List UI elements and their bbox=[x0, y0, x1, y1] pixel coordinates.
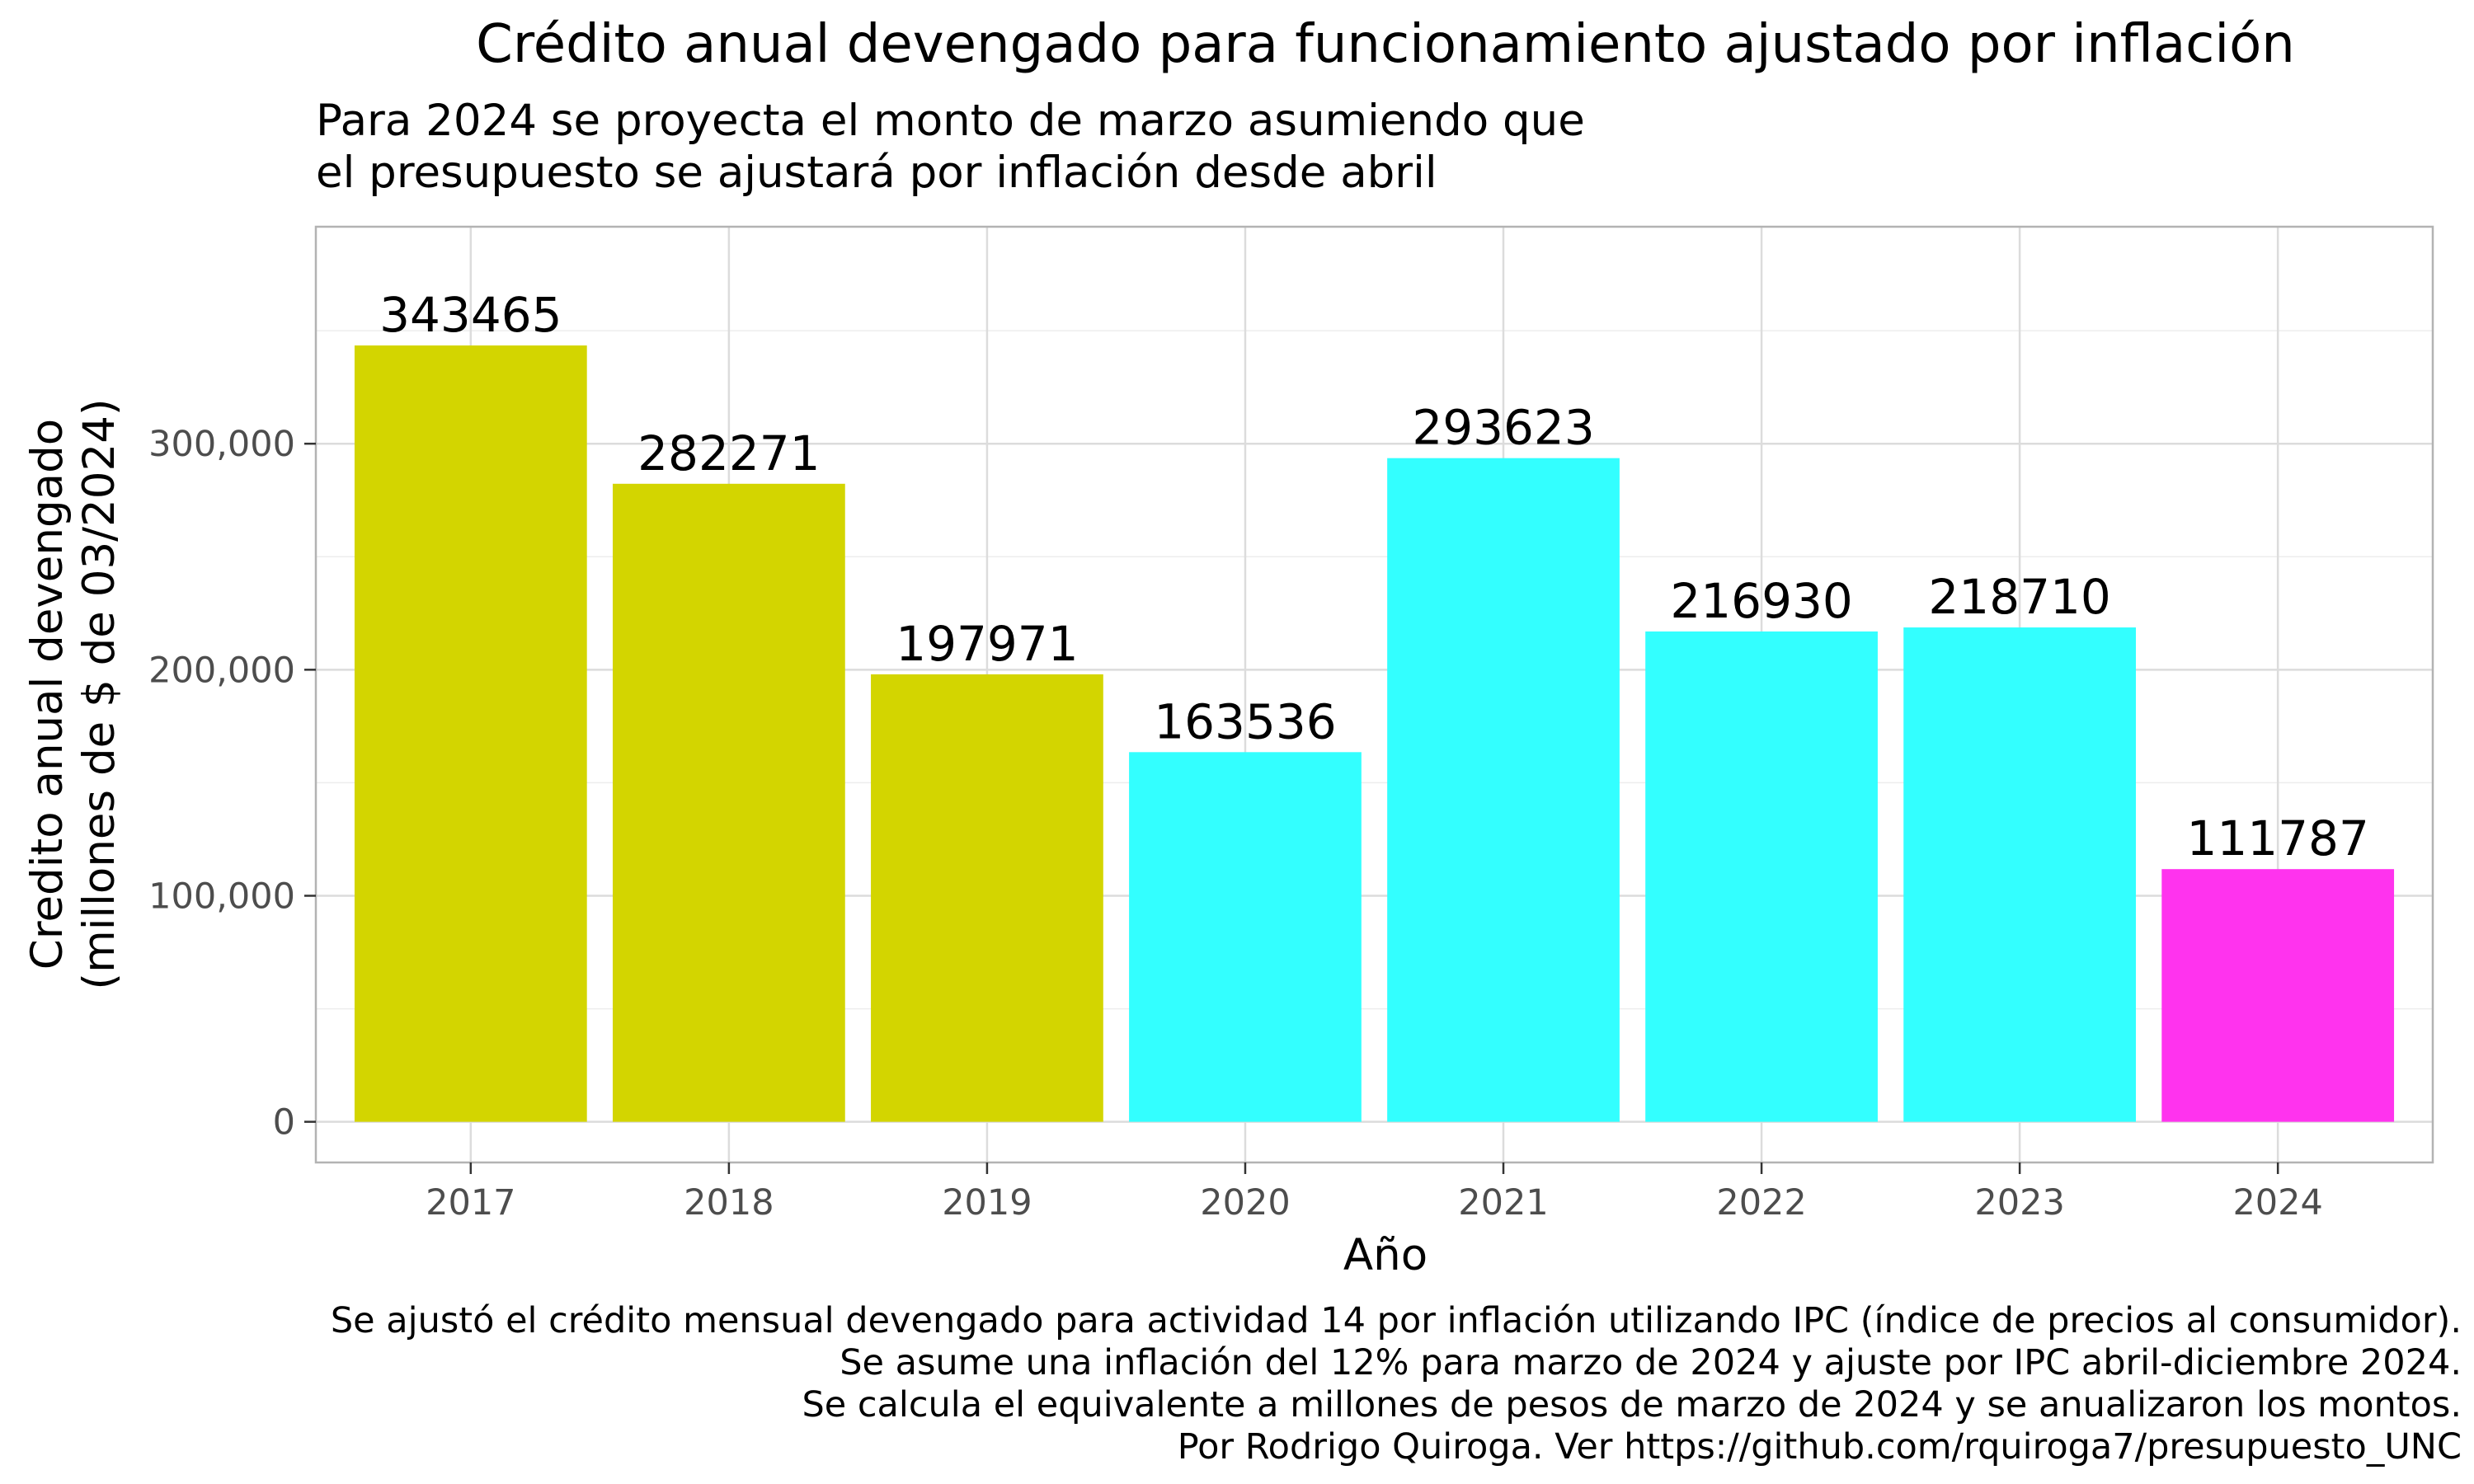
y-axis-label-line-1: Credito anual devengado bbox=[22, 419, 73, 970]
bar-2020 bbox=[1129, 752, 1362, 1122]
x-tick-label-2024: 2024 bbox=[2232, 1182, 2322, 1223]
x-tick-label-2021: 2021 bbox=[1458, 1182, 1548, 1223]
bar-label-2021: 293623 bbox=[1412, 400, 1594, 456]
bar-2024 bbox=[2161, 869, 2395, 1122]
x-tick-label-2022: 2022 bbox=[1716, 1182, 1806, 1223]
bar-label-2023: 218710 bbox=[1928, 569, 2110, 625]
bar-label-2017: 343465 bbox=[379, 287, 562, 343]
x-tick-label-2019: 2019 bbox=[942, 1182, 1032, 1223]
chart-subtitle-line-2: el presupuesto se ajustará por inflación… bbox=[316, 148, 1437, 198]
x-tick-label-2020: 2020 bbox=[1200, 1182, 1290, 1223]
caption-line-1: Se ajustó el crédito mensual devengado p… bbox=[331, 1300, 2462, 1341]
caption-line-3: Se calcula el equivalente a millones de … bbox=[802, 1384, 2462, 1425]
chart-subtitle-line-1: Para 2024 se proyecta el monto de marzo … bbox=[316, 96, 1585, 146]
y-tick-label: 200,000 bbox=[148, 650, 295, 691]
x-tick-label-2023: 2023 bbox=[1974, 1182, 2064, 1223]
x-tick-label-2017: 2017 bbox=[426, 1182, 515, 1223]
bar-2018 bbox=[613, 483, 845, 1122]
plot-border bbox=[314, 225, 2434, 1164]
caption-line-4: Por Rodrigo Quiroga. Ver https://github.… bbox=[1178, 1426, 2462, 1468]
bar-label-2018: 282271 bbox=[637, 425, 820, 481]
caption: Se ajustó el crédito mensual devengado p… bbox=[331, 1300, 2462, 1468]
y-tick-label: 300,000 bbox=[148, 424, 295, 465]
y-axis-label: Credito anual devengado (millones de $ d… bbox=[22, 398, 125, 989]
y-tick-label: 100,000 bbox=[148, 876, 295, 917]
plot-area: 343465 282271 197971 163536 293623 216930 2187… bbox=[314, 225, 2434, 1164]
bar-2021 bbox=[1387, 458, 1620, 1122]
bar-label-2019: 197971 bbox=[896, 616, 1078, 672]
bar-2019 bbox=[871, 674, 1103, 1122]
x-tick-label-2018: 2018 bbox=[684, 1182, 774, 1223]
chart-title: Crédito anual devengado para funcionamie… bbox=[476, 14, 2295, 75]
bar-2017 bbox=[354, 345, 587, 1122]
x-axis-label: Año bbox=[1343, 1230, 1427, 1280]
bar-value-labels: 343465 282271 197971 163536 293623 216930 2187… bbox=[379, 287, 2369, 866]
y-axis-label-line-2: (millones de $ de 03/2024) bbox=[74, 398, 125, 989]
bar-2022 bbox=[1645, 631, 1878, 1122]
caption-line-2: Se asume una inflación del 12% para marz… bbox=[840, 1342, 2462, 1383]
y-tick-label: 0 bbox=[273, 1102, 295, 1144]
bar-2023 bbox=[1903, 627, 2136, 1122]
x-axis: 2017 2018 2019 2020 2021 2022 2023 2024 bbox=[426, 1162, 2323, 1223]
y-axis: 0 100,000 200,000 300,000 bbox=[148, 424, 316, 1144]
bars bbox=[354, 345, 2395, 1122]
bar-label-2020: 163536 bbox=[1154, 693, 1336, 749]
bar-label-2022: 216930 bbox=[1670, 573, 1852, 629]
bar-label-2024: 111787 bbox=[2186, 810, 2368, 866]
